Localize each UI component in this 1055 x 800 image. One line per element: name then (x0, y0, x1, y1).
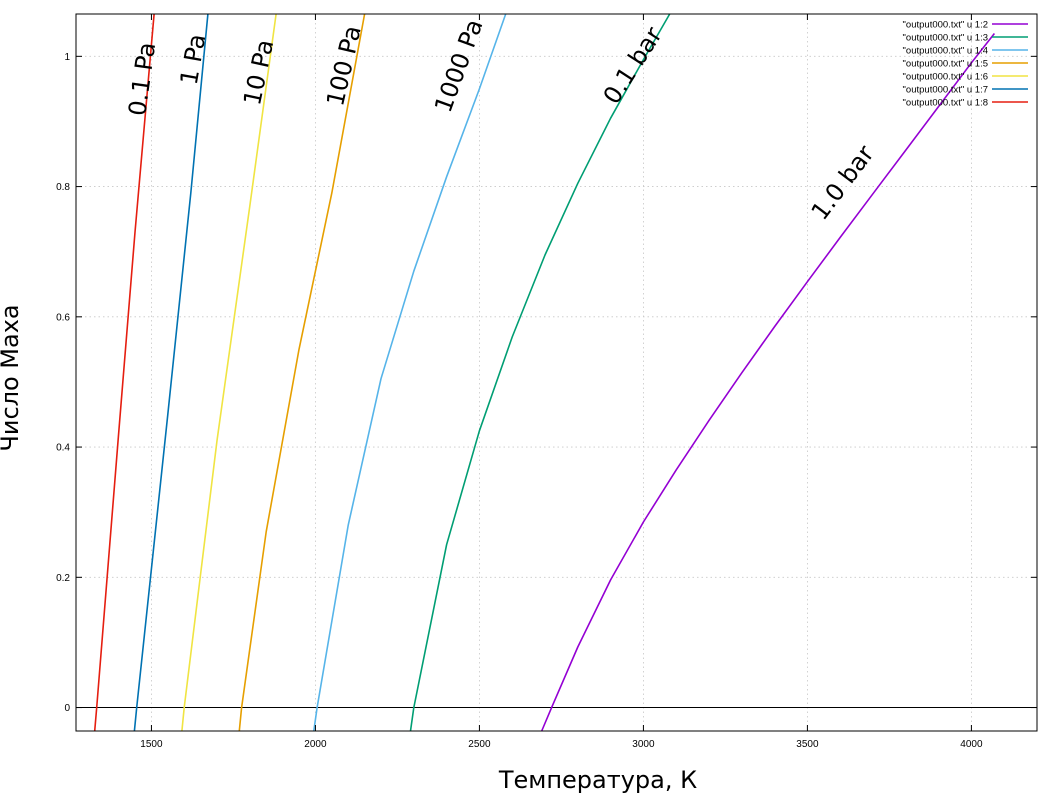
legend: "output000.txt" u 1:2 "output000.txt" u 1… (903, 20, 1028, 109)
series-line-0-1-bar (409, 13, 671, 732)
legend-entry-label: "output000.txt" u 1:3 (903, 33, 988, 44)
x-tick-label: 3500 (796, 739, 819, 750)
series-line-1-pa (133, 13, 209, 732)
series-line-1000-pa (313, 13, 507, 732)
curve-label: 100 Pa (321, 23, 367, 109)
y-tick-label: 0.4 (56, 443, 70, 454)
series-line-100-pa (238, 13, 366, 732)
x-tick-label: 4000 (960, 739, 983, 750)
series-lines (93, 13, 996, 732)
curve-label: 1.0 bar (806, 140, 880, 225)
grid-lines (76, 14, 1037, 731)
curve-label: 0.1 bar (598, 22, 668, 109)
legend-entry-label: "output000.txt" u 1:4 (903, 46, 988, 57)
x-tick-label: 2500 (468, 739, 491, 750)
y-tick-label: 0.8 (56, 182, 70, 193)
curve-label: 10 Pa (238, 37, 279, 108)
legend-entry-label: "output000.txt" u 1:8 (903, 98, 988, 109)
series-line-10-pa (181, 13, 277, 732)
y-axis-title: Число Маха (0, 304, 24, 451)
x-tick-label: 1500 (140, 739, 163, 750)
series-line-1-0-bar (540, 33, 996, 732)
y-tick-label: 0.6 (56, 312, 70, 323)
y-tick-label: 1 (64, 52, 70, 63)
legend-entry-label: "output000.txt" u 1:6 (903, 72, 988, 83)
y-tick-label: 0 (64, 703, 70, 714)
x-tick-label: 3000 (632, 739, 655, 750)
x-axis-title: Температура, К (498, 766, 697, 794)
curve-label: 0.1 Pa (123, 40, 161, 117)
plot-frame (75, 13, 1038, 732)
curve-label: 1 Pa (175, 32, 211, 87)
axis-ticks: 1500 2000 2500 3000 3500 4000 0 0.2 0.4 0.6 0.8 1 (56, 14, 1037, 750)
x-tick-label: 2000 (304, 739, 327, 750)
y-tick-label: 0.2 (56, 573, 70, 584)
legend-entry-label: "output000.txt" u 1:5 (903, 59, 988, 70)
legend-entry-label: "output000.txt" u 1:2 (903, 20, 988, 31)
series-line-0-1-pa (93, 13, 155, 732)
legend-entry-label: "output000.txt" u 1:7 (903, 85, 988, 96)
